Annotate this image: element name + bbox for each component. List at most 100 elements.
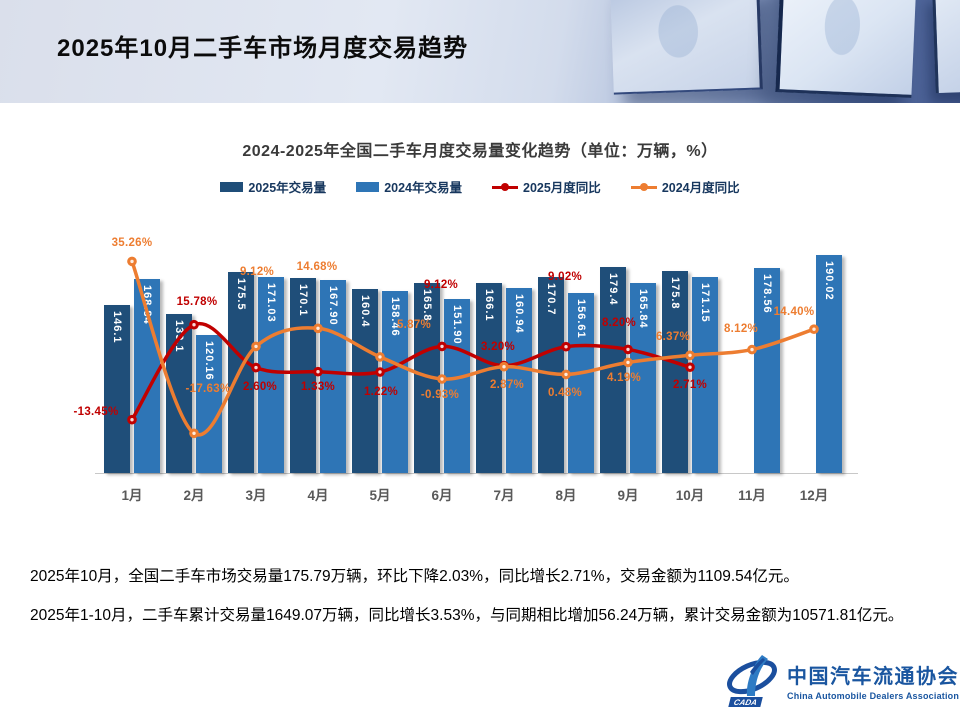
bar-2025: 146.1 (104, 305, 130, 473)
bar-2025: 166.1 (476, 282, 502, 473)
bar-value-label: 170.1 (297, 283, 309, 317)
month-label: 4月 (307, 488, 329, 503)
pct-label-2024: 2.87% (489, 379, 525, 391)
pct-label-2025: 9.12% (423, 279, 459, 291)
bar-value-label: 139.1 (173, 319, 185, 353)
bar-2025: 175.5 (228, 271, 254, 473)
pct-label-2024: -17.63% (185, 383, 231, 395)
bar-value-label: 165.8 (421, 288, 433, 322)
month-label: 9月 (617, 488, 639, 503)
bar-value-label: 160.94 (513, 294, 525, 335)
pct-label-2024: 35.26% (111, 237, 153, 249)
bar-value-label: 165.84 (637, 288, 649, 329)
bar-value-label: 175.5 (235, 277, 247, 311)
bar-2025: 179.4 (600, 267, 626, 473)
logo-text: 中国汽车流通协会 China Automobile Dealers Associ… (787, 660, 959, 701)
legend-swatch-line (630, 182, 657, 192)
bar-2025: 170.1 (290, 277, 316, 473)
pct-label-2025: -13.45% (73, 406, 119, 418)
legend-item-3: 2024月度同比 (630, 177, 740, 196)
cada-logo-icon: CADA (727, 655, 777, 707)
legend-item-2: 2025月度同比 (492, 177, 601, 196)
chart-title: 2024-2025年全国二手车月度交易量变化趋势（单位：万辆，%） (242, 143, 718, 160)
legend-label: 2024年交易量 (384, 181, 462, 195)
legend-label: 2025年交易量 (248, 181, 327, 195)
bar-value-label: 160.4 (359, 295, 371, 328)
cada-logo: CADA 中国汽车流通协会 China Automobile Dealers A… (726, 652, 959, 708)
legend-label: 2024月度同比 (661, 181, 740, 195)
pct-label-2025: 9.02% (547, 271, 583, 283)
bar-2024: 168.84 (134, 279, 160, 473)
data-point-marker (127, 256, 137, 267)
bar-value-label: 179.4 (607, 273, 619, 306)
bar-value-label: 175.8 (669, 277, 681, 310)
bar-2024: 190.02 (816, 255, 842, 473)
month-label: 12月 (799, 488, 829, 503)
bar-2025: 160.4 (352, 289, 378, 473)
month-label: 11月 (738, 488, 766, 503)
pct-label-2024: 8.12% (723, 323, 759, 335)
bar-value-label: 167.90 (327, 286, 339, 327)
logo-name-cn: 中国汽车流通协会 (787, 665, 959, 688)
bar-value-label: 190.02 (823, 261, 835, 301)
chart-legend: 2025年交易量 2024年交易量 2025月度同比 2024月度同比 (0, 177, 960, 196)
pct-label-2024: 5.87% (396, 319, 432, 331)
bar-value-label: 171.15 (699, 282, 711, 323)
data-point-marker-center (192, 323, 196, 327)
pct-label-2024: 14.68% (296, 261, 338, 273)
page-title: 2025年10月二手车市场月度交易趋势 (57, 35, 469, 62)
bar-value-label: 171.03 (265, 282, 277, 323)
bar-2024: 156.61 (568, 293, 594, 473)
bar-2024: 167.90 (320, 280, 346, 473)
legend-swatch-line (492, 182, 518, 192)
bar-value-label: 168.84 (141, 285, 153, 325)
bar-2025: 170.7 (538, 277, 564, 473)
pct-label-2025: 1.22% (363, 386, 399, 398)
month-label: 6月 (431, 488, 453, 503)
month-label: 3月 (245, 488, 267, 503)
pct-label-2025: 2.71% (672, 379, 708, 391)
pct-label-2024: 14.40% (773, 306, 815, 318)
bar-value-label: 151.90 (451, 304, 463, 345)
bar-2024: 171.03 (258, 276, 284, 473)
month-label: 2月 (183, 488, 205, 503)
bar-value-label: 120.16 (203, 341, 215, 381)
month-label: 7月 (493, 488, 515, 503)
x-axis-baseline (95, 473, 858, 474)
pct-label-2024: 0.48% (547, 387, 583, 399)
legend-item-0: 2025年交易量 (220, 177, 326, 196)
month-label: 8月 (555, 488, 577, 503)
month-label: 5月 (369, 488, 391, 503)
pct-label-2024: 9.12% (239, 266, 275, 278)
bar-value-label: 156.61 (575, 299, 587, 340)
bar-value-label: 146.1 (111, 311, 123, 344)
svg-text:CADA: CADA (733, 698, 758, 707)
bar-value-label: 178.56 (761, 274, 773, 314)
month-label: 10月 (675, 488, 705, 503)
pct-label-2025: 3.20% (480, 341, 516, 353)
legend-label: 2025月度同比 (523, 181, 601, 195)
bar-2025: 175.8 (662, 271, 688, 473)
bar-2025: 165.8 (414, 282, 440, 473)
summary-line-2: 2025年1-10月，二手车累计交易量1649.07万辆，同比增长3.53%，与… (30, 607, 904, 624)
logo-name-en: China Automobile Dealers Association (787, 690, 960, 701)
pct-label-2025: 8.20% (601, 317, 637, 329)
pct-label-2025: 1.33% (300, 381, 336, 393)
bar-value-label: 166.1 (483, 288, 495, 322)
pct-label-2025: 15.78% (176, 296, 218, 308)
bar-2024: 151.90 (444, 298, 470, 473)
header-banner: 2025年10月二手车市场月度交易趋势 (0, 0, 960, 103)
legend-item-1: 2024年交易量 (356, 177, 462, 196)
summary-line-1: 2025年10月，全国二手车市场交易量175.79万辆，环比下降2.03%，同比… (30, 568, 799, 585)
data-point-marker-center (130, 259, 134, 264)
pct-label-2024: 4.19% (606, 372, 642, 384)
pct-label-2024: -0.93% (420, 389, 460, 401)
bar-2024: 120.16 (196, 335, 222, 473)
bar-2024: 171.15 (692, 276, 718, 473)
bar-value-label: 170.7 (545, 283, 557, 316)
bar-2024: 178.56 (754, 268, 780, 473)
pct-label-2025: 2.60% (242, 381, 278, 393)
pct-label-2024: 6.37% (655, 331, 691, 343)
